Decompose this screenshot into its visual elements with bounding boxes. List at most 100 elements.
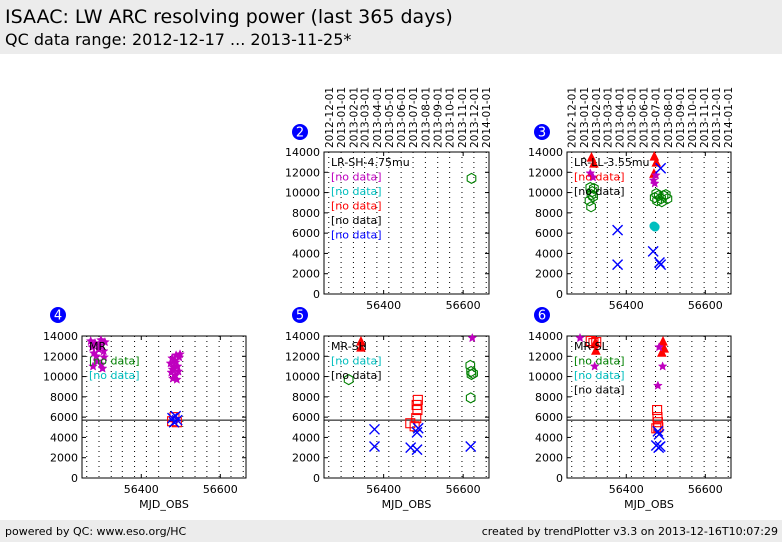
x-axis-label: MJD_OBS	[382, 498, 432, 511]
data-point	[586, 201, 596, 213]
data-point	[411, 413, 422, 424]
data-point	[652, 404, 663, 416]
date-tick-label: 2013-10-01	[687, 87, 699, 148]
data-point	[653, 189, 664, 202]
date-tick-label: 2013-12-01	[469, 87, 481, 148]
date-tick-label: 2013-02-01	[348, 87, 360, 148]
data-point	[651, 187, 662, 200]
data-point	[651, 157, 662, 167]
y-tick-label: 14000	[43, 330, 78, 343]
data-point	[657, 361, 668, 371]
data-point	[588, 190, 598, 203]
date-tick-label: 2013-05-01	[626, 87, 638, 148]
data-point	[91, 351, 102, 361]
data-point	[412, 394, 423, 405]
footer-powered-by: powered by QC: www.eso.org/HC	[5, 525, 187, 538]
panel-2: 2 0 2000 4000 6000 8000 10000 12000 14000 56400 56…	[285, 87, 493, 312]
data-point	[411, 444, 423, 456]
panel-badge-label: 3	[538, 126, 546, 141]
y-tick-label: 2000	[292, 268, 320, 281]
y-tick-label: 0	[313, 288, 320, 301]
legend-entry: [no data]	[331, 171, 382, 184]
legend-entry: [no data]	[574, 355, 625, 368]
y-tick-label: 2000	[292, 452, 320, 465]
panel-badge	[292, 307, 308, 323]
legend-entry: [no data]	[574, 369, 625, 382]
y-tick-label: 12000	[285, 350, 320, 363]
x-tick-label: 56600	[688, 483, 723, 496]
date-tick-label: 2013-09-01	[675, 87, 687, 148]
date-tick-label: 2013-07-01	[408, 87, 420, 148]
legend-entry: [no data]	[574, 171, 625, 184]
data-point	[175, 349, 185, 359]
legend-entry: [no data]	[89, 369, 140, 382]
y-tick-label: 14000	[285, 146, 320, 159]
date-tick-label: 2013-06-01	[396, 87, 408, 148]
y-tick-label: 2000	[535, 268, 563, 281]
data-point	[655, 162, 667, 174]
date-tick-label: 2013-11-01	[699, 87, 711, 148]
x-tick-label: 56400	[124, 483, 159, 496]
data-point	[588, 172, 599, 182]
data-point	[650, 170, 661, 180]
x-tick-label: 56400	[609, 299, 644, 312]
date-tick-label: 2013-01-01	[579, 87, 591, 148]
legend-entry: [no data]	[89, 355, 140, 368]
panel-title: LR-SH-4.75mu	[331, 156, 410, 169]
data-point	[99, 352, 110, 362]
data-point	[343, 373, 354, 386]
data-point	[612, 224, 624, 236]
data-point	[167, 412, 178, 424]
y-tick-label: 6000	[535, 411, 563, 424]
legend-entry: [no data]	[331, 369, 382, 382]
date-tick-label: 2013-05-01	[384, 87, 396, 148]
panel-title: MR-SL	[574, 340, 609, 353]
y-tick-label: 8000	[292, 391, 320, 404]
data-point	[465, 441, 477, 453]
data-point	[585, 181, 596, 194]
data-point	[650, 222, 660, 232]
data-point	[167, 364, 178, 374]
data-point	[171, 374, 182, 384]
panel-4: 4 0 2000 4000 6000 8000 10000 12000 14000 56400 56…	[43, 307, 247, 511]
x-tick-label: 56400	[366, 299, 401, 312]
date-tick-label: 2013-01-01	[336, 87, 348, 148]
y-tick-label: 8000	[292, 207, 320, 220]
y-tick-label: 0	[313, 472, 320, 485]
data-point	[466, 172, 477, 185]
data-point	[652, 380, 663, 390]
y-tick-label: 10000	[528, 371, 563, 384]
data-point	[653, 428, 665, 440]
plot-frame	[81, 335, 247, 479]
data-point	[90, 337, 100, 348]
data-point	[173, 366, 184, 376]
plot-frame	[323, 151, 490, 295]
x-axis-label: MJD_OBS	[624, 498, 674, 511]
x-tick-label: 56600	[446, 299, 481, 312]
date-tick-label: 2013-03-01	[360, 87, 372, 148]
y-tick-label: 4000	[50, 431, 78, 444]
date-tick-label: 2013-03-01	[602, 87, 614, 148]
data-point	[612, 259, 624, 271]
panel-badge	[292, 124, 308, 140]
legend-entry: [no data]	[574, 185, 625, 198]
y-tick-label: 8000	[50, 391, 78, 404]
data-point	[652, 195, 662, 207]
panel-badge	[534, 307, 550, 323]
legend-entry: [no data]	[331, 185, 382, 198]
y-tick-label: 10000	[528, 187, 563, 200]
x-tick-label: 56600	[203, 483, 238, 496]
data-point	[411, 399, 422, 411]
date-tick-label: 2012-12-01	[324, 87, 336, 148]
data-point	[368, 441, 380, 453]
data-point	[411, 426, 423, 438]
data-point	[591, 345, 601, 355]
data-point	[96, 334, 106, 345]
panel-title: MR-SH	[331, 340, 367, 353]
y-tick-label: 10000	[285, 187, 320, 200]
panel-6: 6 0 2000 4000 6000 8000 10000 12000 14000 56400 56…	[528, 307, 732, 511]
y-tick-label: 12000	[285, 166, 320, 179]
data-point	[587, 185, 598, 198]
data-point	[575, 332, 585, 343]
data-point	[465, 392, 476, 404]
